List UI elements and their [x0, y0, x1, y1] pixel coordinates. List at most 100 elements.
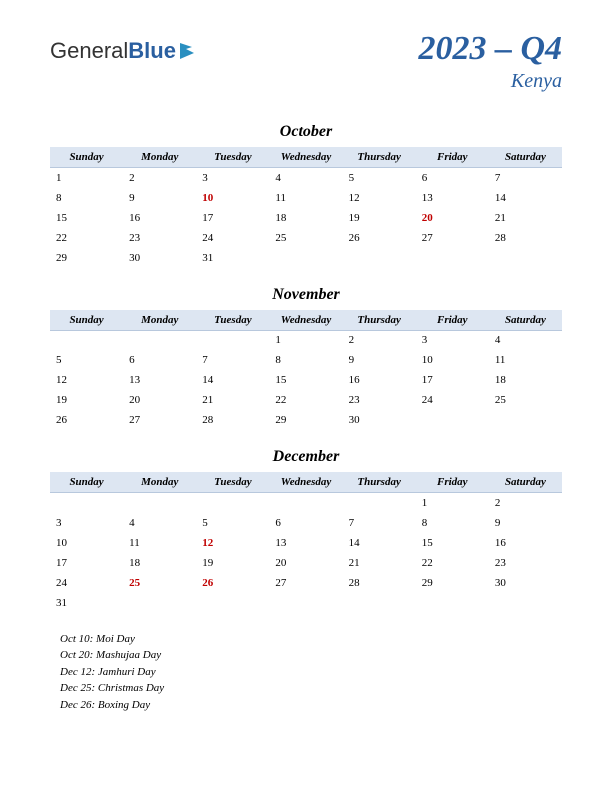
day-cell: 14 [196, 370, 269, 390]
day-cell: 6 [269, 513, 342, 533]
day-cell: 23 [489, 553, 562, 573]
empty-cell [489, 593, 562, 613]
day-cell: 13 [416, 188, 489, 208]
day-cell: 7 [343, 513, 416, 533]
day-cell: 20 [416, 208, 489, 228]
day-cell: 18 [269, 208, 342, 228]
day-cell: 1 [50, 168, 123, 188]
day-cell: 7 [196, 350, 269, 370]
day-header: Saturday [489, 310, 562, 331]
day-cell: 15 [269, 370, 342, 390]
day-header: Friday [416, 310, 489, 331]
month-name: October [50, 123, 562, 141]
empty-cell [416, 410, 489, 430]
day-cell: 31 [50, 593, 123, 613]
day-cell: 28 [343, 573, 416, 593]
empty-cell [123, 493, 196, 513]
day-cell: 9 [123, 188, 196, 208]
day-cell: 23 [343, 390, 416, 410]
calendar-table: SundayMondayTuesdayWednesdayThursdayFrid… [50, 472, 562, 613]
empty-cell [343, 493, 416, 513]
day-cell: 2 [343, 330, 416, 350]
empty-cell [416, 593, 489, 613]
day-cell: 10 [196, 188, 269, 208]
day-cell: 5 [343, 168, 416, 188]
day-cell: 10 [50, 533, 123, 553]
day-cell: 21 [489, 208, 562, 228]
logo-part1: General [50, 38, 128, 63]
day-cell: 8 [50, 188, 123, 208]
day-cell: 29 [416, 573, 489, 593]
day-cell: 25 [123, 573, 196, 593]
day-cell: 11 [489, 350, 562, 370]
day-cell: 27 [416, 228, 489, 248]
holiday-item: Oct 20: Mashujaa Day [60, 647, 562, 664]
day-cell: 2 [123, 168, 196, 188]
empty-cell [123, 330, 196, 350]
day-header: Saturday [489, 472, 562, 493]
empty-cell [269, 493, 342, 513]
day-header: Monday [123, 310, 196, 331]
holidays-list: Oct 10: Moi DayOct 20: Mashujaa DayDec 1… [50, 631, 562, 714]
day-cell: 17 [196, 208, 269, 228]
day-cell: 3 [416, 330, 489, 350]
day-header: Monday [123, 147, 196, 168]
day-cell: 20 [123, 390, 196, 410]
day-cell: 6 [416, 168, 489, 188]
day-cell: 13 [123, 370, 196, 390]
month-block: NovemberSundayMondayTuesdayWednesdayThur… [50, 286, 562, 431]
header: GeneralBlue 2023 – Q4 Kenya [50, 30, 562, 93]
day-cell: 7 [489, 168, 562, 188]
day-cell: 14 [343, 533, 416, 553]
day-cell: 19 [50, 390, 123, 410]
day-cell: 4 [123, 513, 196, 533]
day-header: Thursday [343, 147, 416, 168]
day-cell: 12 [50, 370, 123, 390]
day-cell: 13 [269, 533, 342, 553]
calendar-table: SundayMondayTuesdayWednesdayThursdayFrid… [50, 147, 562, 268]
empty-cell [196, 330, 269, 350]
day-cell: 3 [50, 513, 123, 533]
day-cell: 27 [123, 410, 196, 430]
day-cell: 8 [269, 350, 342, 370]
holiday-item: Oct 10: Moi Day [60, 631, 562, 648]
day-cell: 29 [269, 410, 342, 430]
day-cell: 30 [123, 248, 196, 268]
month-block: October SundayMondayTuesdayWednesdayThurs… [50, 123, 562, 268]
day-cell: 23 [123, 228, 196, 248]
empty-cell [196, 593, 269, 613]
holiday-item: Dec 12: Jamhuri Day [60, 664, 562, 681]
day-cell: 6 [123, 350, 196, 370]
day-cell: 31 [196, 248, 269, 268]
day-cell: 21 [196, 390, 269, 410]
day-cell: 2 [489, 493, 562, 513]
day-cell: 22 [269, 390, 342, 410]
day-cell: 27 [269, 573, 342, 593]
day-cell: 17 [416, 370, 489, 390]
day-header: Sunday [50, 472, 123, 493]
empty-cell [196, 493, 269, 513]
empty-cell [343, 248, 416, 268]
day-cell: 19 [196, 553, 269, 573]
holiday-item: Dec 26: Boxing Day [60, 697, 562, 714]
day-header: Sunday [50, 310, 123, 331]
day-cell: 12 [196, 533, 269, 553]
day-cell: 18 [489, 370, 562, 390]
calendars-container: October SundayMondayTuesdayWednesdayThurs… [50, 123, 562, 613]
empty-cell [489, 410, 562, 430]
empty-cell [416, 248, 489, 268]
month-block: DecemberSundayMondayTuesdayWednesdayThur… [50, 448, 562, 613]
day-cell: 19 [343, 208, 416, 228]
day-cell: 12 [343, 188, 416, 208]
day-cell: 28 [489, 228, 562, 248]
day-cell: 14 [489, 188, 562, 208]
day-header: Thursday [343, 310, 416, 331]
empty-cell [123, 593, 196, 613]
empty-cell [269, 248, 342, 268]
day-header: Tuesday [196, 310, 269, 331]
day-cell: 11 [123, 533, 196, 553]
day-cell: 1 [416, 493, 489, 513]
calendar-table: SundayMondayTuesdayWednesdayThursdayFrid… [50, 310, 562, 431]
quarter-title: 2023 – Q4 [418, 30, 562, 68]
empty-cell [489, 248, 562, 268]
